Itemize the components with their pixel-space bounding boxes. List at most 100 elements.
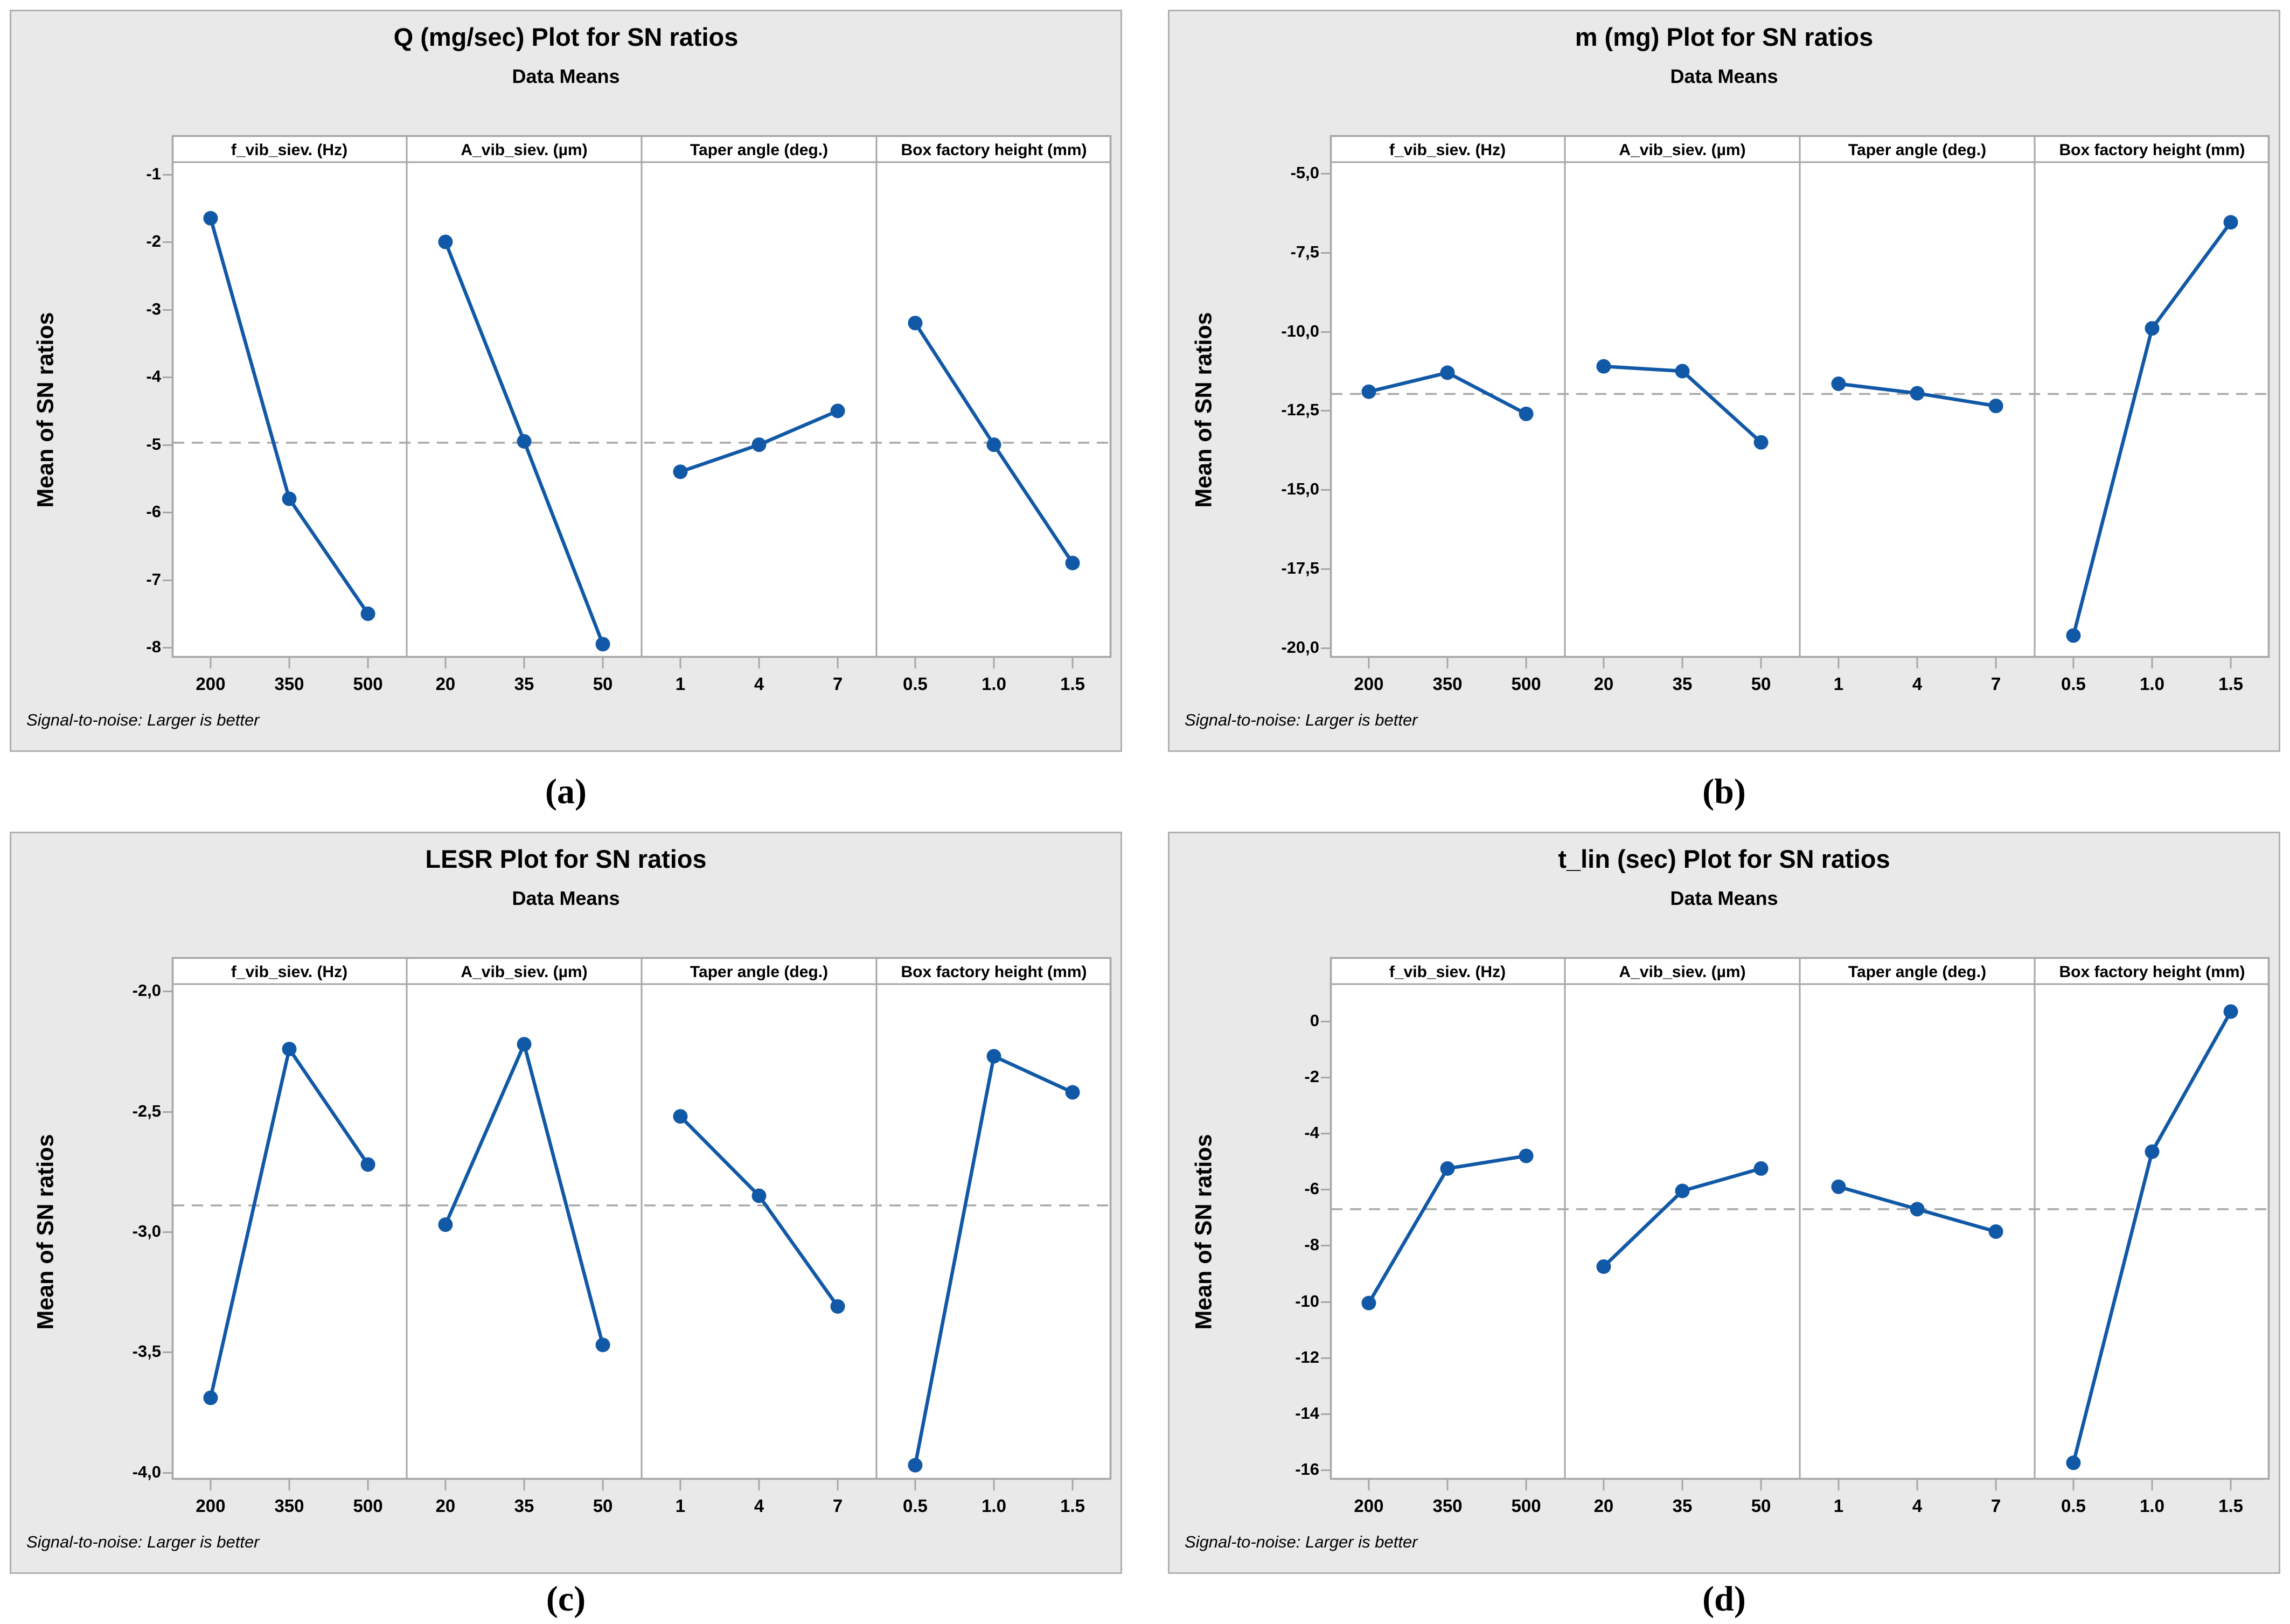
y-tick-mark (163, 377, 172, 379)
y-tick-label: -5 (146, 434, 161, 454)
x-tick-label: 4 (1912, 674, 1923, 694)
plot-area: f_vib_siev. (Hz) A_vib_siev. (µm) Taper an… (1330, 135, 2270, 671)
panel-header: Box factory height (mm) (901, 963, 1087, 981)
panel-header: f_vib_siev. (Hz) (1389, 963, 1506, 981)
data-point (673, 464, 688, 479)
data-point (2223, 215, 2238, 230)
data-point (2145, 321, 2160, 336)
plot-border (1330, 957, 2270, 1480)
y-tick-label: -6 (1304, 1179, 1319, 1198)
y-axis-label: Mean of SN ratios (32, 1134, 59, 1330)
x-tick-label: 200 (196, 1496, 226, 1516)
y-tick-label: -4 (1304, 1123, 1319, 1142)
data-point (830, 403, 845, 419)
data-point (1753, 435, 1769, 450)
y-tick-mark (1321, 1077, 1330, 1079)
data-point (2066, 1455, 2081, 1470)
y-tick-mark (163, 1351, 172, 1354)
chart-title: m (mg) Plot for SN ratios (1575, 23, 1874, 51)
data-point (360, 1157, 375, 1172)
data-point (751, 437, 767, 452)
data-point (1440, 365, 1455, 380)
x-tick-label: 1.5 (1060, 674, 1085, 694)
x-tick-label: 0.5 (903, 674, 928, 694)
footnote: Signal-to-noise: Larger is better (26, 1532, 260, 1551)
y-tick-mark (163, 1472, 172, 1474)
y-tick-label: -3,5 (132, 1342, 161, 1361)
chart-caption-c: (c) (546, 1579, 586, 1619)
plot-border (171, 135, 1112, 658)
y-tick-mark (163, 1231, 172, 1233)
data-point (1675, 1183, 1690, 1198)
y-tick-label: -8 (146, 637, 161, 657)
x-tick-label: 1.0 (2140, 1496, 2164, 1516)
panel-header: Box factory height (mm) (2059, 141, 2245, 159)
chart-title: Q (mg/sec) Plot for SN ratios (393, 23, 739, 51)
data-point (986, 437, 1001, 452)
panel-header: A_vib_siev. (µm) (1619, 963, 1746, 981)
y-tick-label: -8 (1304, 1235, 1319, 1254)
y-tick-mark (1321, 172, 1330, 175)
panels-svg (171, 957, 1112, 1490)
y-tick-label: -12 (1295, 1347, 1319, 1367)
data-point (986, 1049, 1001, 1064)
y-tick-mark (163, 444, 172, 446)
x-tick-label: 1 (1833, 674, 1844, 694)
x-tick-label: 1.5 (2218, 674, 2243, 694)
data-point (1831, 1179, 1846, 1194)
panels-svg (1330, 957, 2270, 1490)
y-tick-mark (1321, 1301, 1330, 1303)
y-tick-mark (1321, 489, 1330, 491)
y-tick-label: -1 (146, 164, 161, 183)
y-tick-mark (1321, 1357, 1330, 1359)
x-tick-label: 50 (1751, 674, 1771, 694)
y-tick-label: -4,0 (132, 1462, 161, 1481)
data-point (751, 1188, 767, 1203)
y-tick-mark (1321, 1189, 1330, 1191)
x-tick-label: 4 (1912, 1496, 1923, 1516)
chart-canvas-b: m (mg) Plot for SN ratios Data Means Mean … (1168, 10, 2280, 752)
y-axis-label: Mean of SN ratios (1191, 312, 1217, 508)
x-tick-label: 500 (353, 1496, 383, 1516)
chart-canvas-c: LESR Plot for SN ratios Data Means Mean of… (10, 832, 1122, 1574)
x-tick-label: 0.5 (2061, 674, 2086, 694)
data-point (1361, 384, 1376, 399)
x-tick-label: 7 (832, 1496, 843, 1516)
y-tick-mark (1321, 1413, 1330, 1415)
x-tick-label: 0.5 (903, 1496, 928, 1516)
data-point (595, 1337, 610, 1353)
y-tick-mark (1321, 1469, 1330, 1471)
x-tick-label: 500 (1511, 674, 1541, 694)
chart-subtitle: Data Means (512, 887, 620, 909)
x-tick-label: 20 (1593, 674, 1614, 694)
data-point (1519, 406, 1534, 421)
panel-header: Box factory height (mm) (2059, 963, 2245, 981)
data-point (203, 1390, 218, 1405)
plot-border (171, 957, 1112, 1480)
chart-canvas-d: t_lin (sec) Plot for SN ratios Data Means… (1168, 832, 2280, 1574)
data-point (203, 211, 218, 226)
y-tick-mark (1321, 1245, 1330, 1247)
data-point (673, 1109, 688, 1124)
y-tick-label: -3,0 (132, 1222, 161, 1240)
x-tick-label: 1 (1833, 1496, 1844, 1516)
y-tick-label: -12,5 (1281, 400, 1319, 420)
x-tick-label: 500 (1511, 1496, 1541, 1516)
data-point (1910, 1202, 1925, 1217)
panels-svg (171, 135, 1112, 668)
y-axis-label: Mean of SN ratios (32, 312, 59, 508)
chart-title: t_lin (sec) Plot for SN ratios (1558, 845, 1890, 873)
data-point (830, 1299, 845, 1314)
x-tick-label: 20 (435, 1496, 456, 1516)
y-tick-label: -16 (1295, 1459, 1319, 1479)
x-tick-label: 350 (1432, 674, 1463, 694)
x-tick-label: 4 (754, 674, 764, 694)
y-tick-label: -6 (146, 502, 161, 521)
y-tick-label: -2,5 (132, 1101, 161, 1120)
chart-caption-d: (d) (1702, 1579, 1746, 1619)
x-tick-label: 50 (593, 1496, 613, 1516)
x-tick-label: 1 (675, 674, 686, 694)
data-point (282, 491, 297, 506)
data-point (1596, 1259, 1611, 1274)
